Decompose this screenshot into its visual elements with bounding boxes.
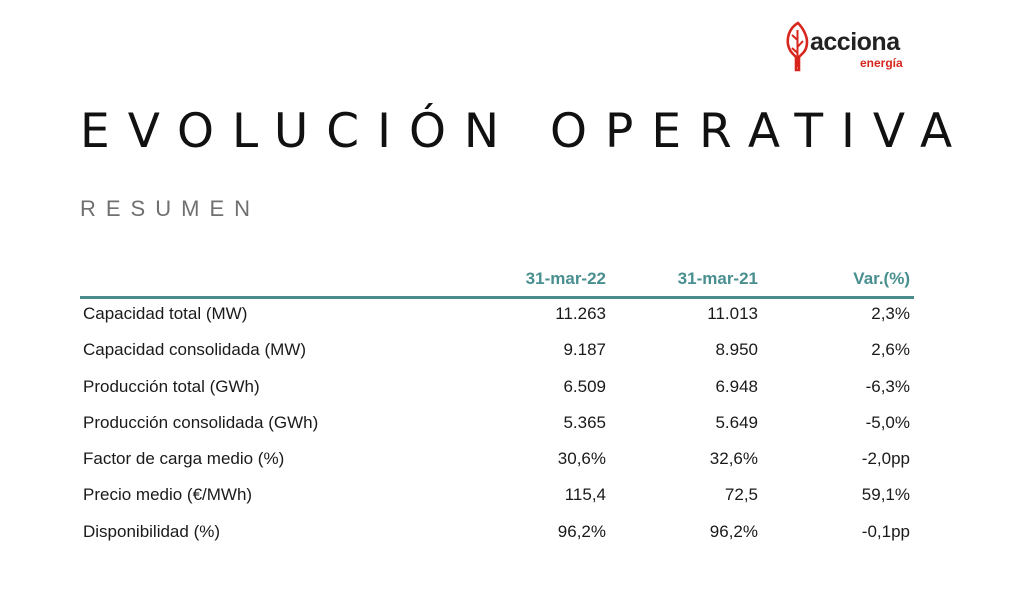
row-label: Precio medio (€/MWh) [83, 485, 252, 505]
table-row: Precio medio (€/MWh) 115,4 72,5 59,1% [80, 480, 914, 516]
table-header: 31-mar-22 31-mar-21 Var.(%) [80, 264, 914, 299]
value-31-mar-22: 30,6% [476, 449, 606, 469]
value-31-mar-21: 5.649 [628, 413, 758, 433]
table-row: Factor de carga medio (%) 30,6% 32,6% -2… [80, 444, 914, 480]
row-label: Producción consolidada (GWh) [83, 413, 318, 433]
value-31-mar-22: 9.187 [476, 340, 606, 360]
table-row: Capacidad total (MW) 11.263 11.013 2,3% [80, 299, 914, 335]
value-variation: 59,1% [780, 485, 910, 505]
column-header-31-mar-22: 31-mar-22 [476, 269, 606, 289]
value-31-mar-21: 72,5 [628, 485, 758, 505]
column-header-31-mar-21: 31-mar-21 [628, 269, 758, 289]
value-31-mar-21: 32,6% [628, 449, 758, 469]
value-variation: 2,3% [780, 304, 910, 324]
operations-summary-table: 31-mar-22 31-mar-21 Var.(%) Capacidad to… [80, 264, 914, 553]
value-31-mar-21: 6.948 [628, 377, 758, 397]
logo-wordmark: acciona [810, 28, 900, 56]
value-variation: 2,6% [780, 340, 910, 360]
value-31-mar-22: 6.509 [476, 377, 606, 397]
value-31-mar-21: 96,2% [628, 522, 758, 542]
row-label: Producción total (GWh) [83, 377, 260, 397]
row-label: Capacidad consolidada (MW) [83, 340, 306, 360]
value-31-mar-22: 11.263 [476, 304, 606, 324]
table-row: Producción consolidada (GWh) 5.365 5.649… [80, 408, 914, 444]
row-label: Disponibilidad (%) [83, 522, 220, 542]
value-variation: -6,3% [780, 377, 910, 397]
column-header-variation: Var.(%) [780, 269, 910, 289]
value-variation: -2,0pp [780, 449, 910, 469]
acciona-tree-logo-icon [784, 20, 812, 72]
table-row: Producción total (GWh) 6.509 6.948 -6,3% [80, 372, 914, 408]
value-31-mar-22: 96,2% [476, 522, 606, 542]
value-variation: -5,0% [780, 413, 910, 433]
company-logo: acciona energía [784, 18, 914, 74]
table-row: Capacidad consolidada (MW) 9.187 8.950 2… [80, 335, 914, 371]
value-31-mar-22: 5.365 [476, 413, 606, 433]
value-variation: -0,1pp [780, 522, 910, 542]
row-label: Factor de carga medio (%) [83, 449, 284, 469]
value-31-mar-21: 11.013 [628, 304, 758, 324]
table-row: Disponibilidad (%) 96,2% 96,2% -0,1pp [80, 517, 914, 553]
logo-subtext: energía [860, 56, 903, 70]
section-subtitle: RESUMEN [80, 196, 260, 222]
page-title: EVOLUCIÓN OPERATIVA [80, 102, 970, 162]
row-label: Capacidad total (MW) [83, 304, 247, 324]
value-31-mar-22: 115,4 [476, 485, 606, 505]
value-31-mar-21: 8.950 [628, 340, 758, 360]
